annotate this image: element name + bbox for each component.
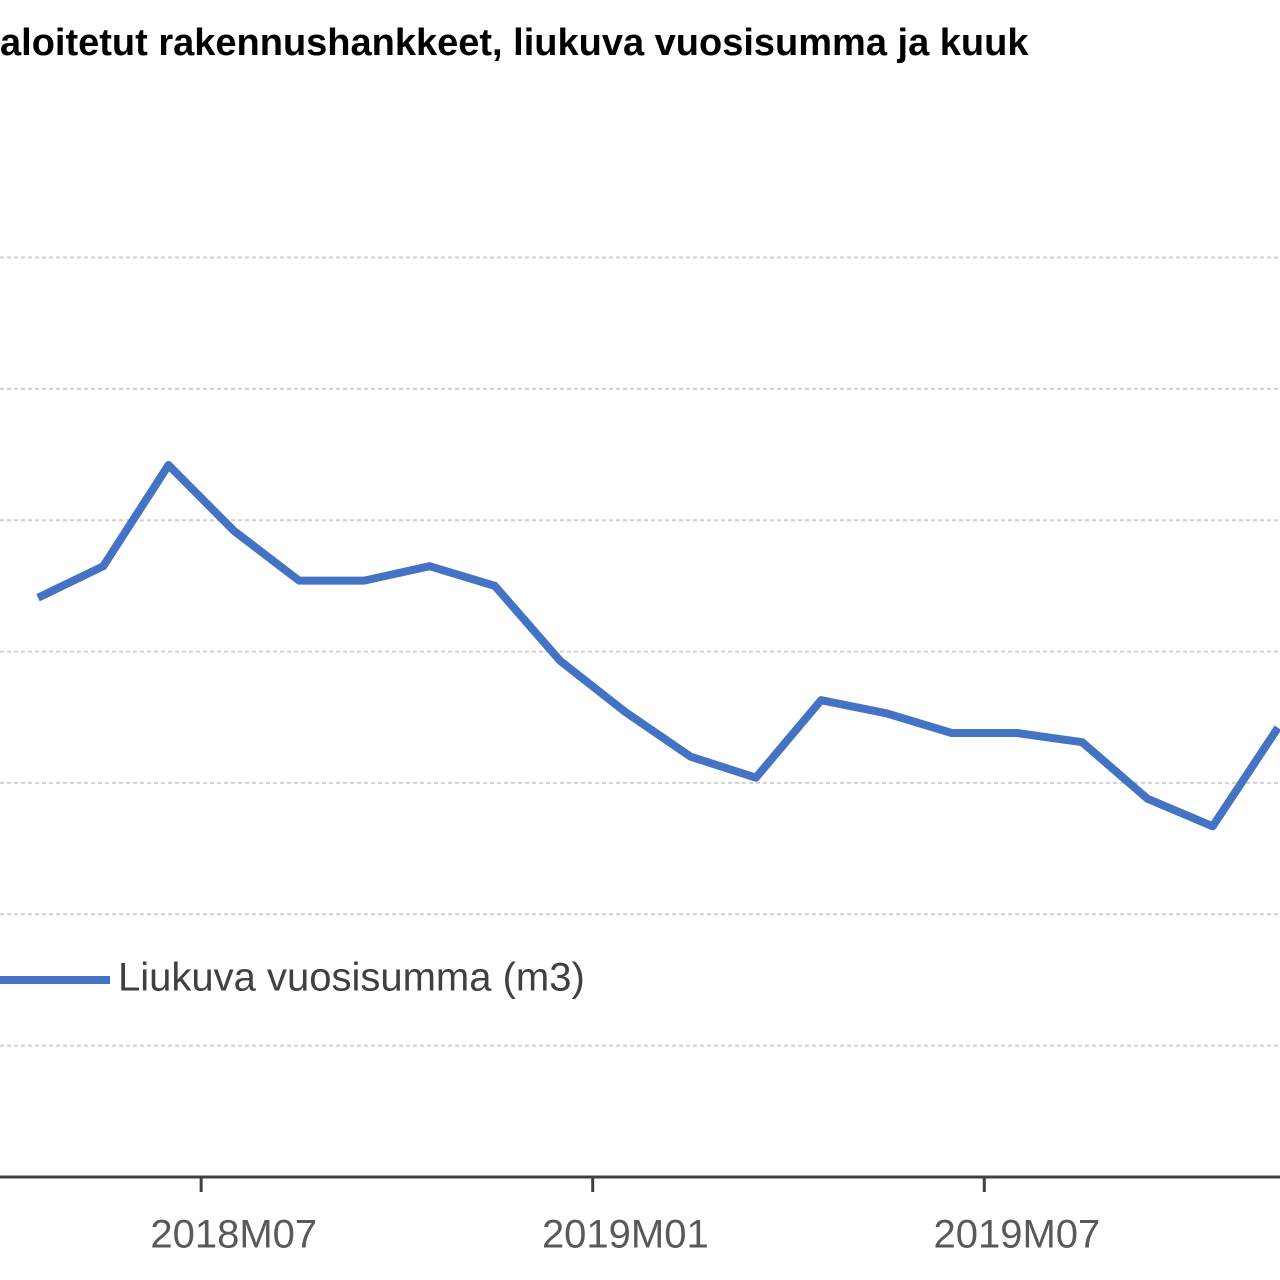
x-tick-label: 2019M07 [934, 1213, 1101, 1257]
x-tick-label: 2018M07 [150, 1213, 317, 1257]
chart-title: aloitetut rakennushankkeet, liukuva vuos… [0, 22, 1029, 64]
legend-label: Liukuva vuosisumma (m3) [118, 956, 585, 1000]
line [36, 461, 1280, 831]
x-tick-label: 2019M01 [542, 1213, 709, 1257]
